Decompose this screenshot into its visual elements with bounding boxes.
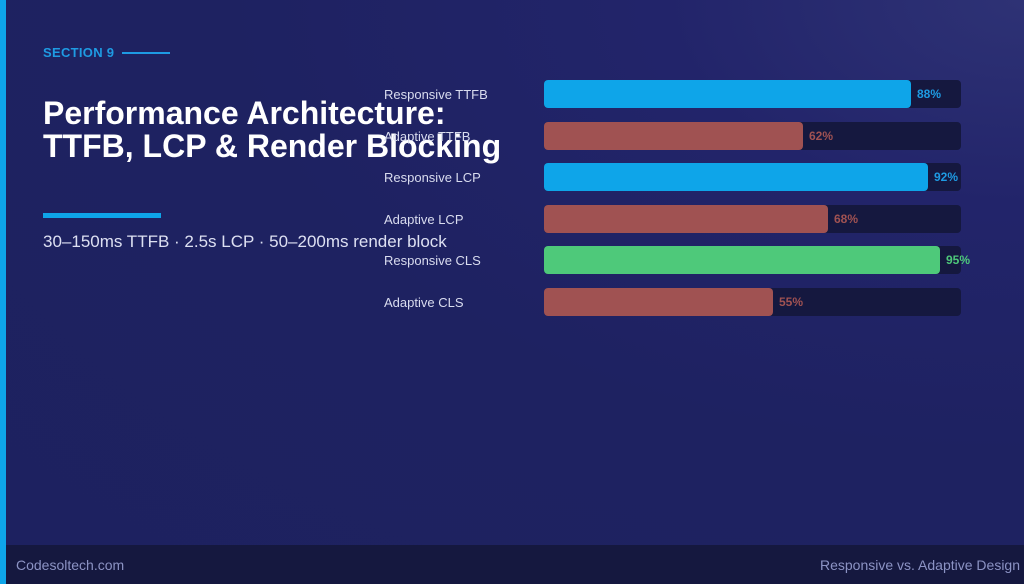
bar-track xyxy=(544,288,961,316)
page-title: Performance Architecture: TTFB, LCP & Re… xyxy=(43,95,502,164)
section-label-text: SECTION 9 xyxy=(43,45,115,60)
bar-fill xyxy=(544,163,928,192)
bar-fill xyxy=(544,204,828,233)
bar-track xyxy=(544,80,961,108)
bar-value-label: 68% xyxy=(834,211,859,226)
bar-value-label: 88% xyxy=(917,87,942,101)
bar-label: Adaptive TTFB xyxy=(384,128,471,144)
bar-track xyxy=(544,246,961,275)
bar-value-label: 95% xyxy=(946,253,971,268)
footer: Codesoltech.com Responsive vs. Adaptive … xyxy=(6,545,1024,584)
left-accent-bar xyxy=(0,0,6,584)
subtitle: 30–150ms TTFB · 2.5s LCP · 50–200ms rend… xyxy=(43,232,447,251)
bar-label: Responsive TTFB xyxy=(384,87,488,102)
bar-track xyxy=(544,163,961,192)
bar-fill xyxy=(544,121,803,150)
bar-row: Adaptive TTFB 62% xyxy=(0,121,1024,150)
bar-row: Adaptive CLS 55% xyxy=(0,288,1024,316)
footer-deck-title: Responsive vs. Adaptive Design xyxy=(820,556,1020,573)
bar-row: Adaptive LCP 68% xyxy=(0,204,1024,233)
bar-row: Responsive TTFB 88% xyxy=(0,80,1024,108)
bar-fill xyxy=(544,246,940,275)
bar-value-label: 92% xyxy=(934,170,959,185)
bar-label: Responsive LCP xyxy=(384,170,481,186)
bar-label: Responsive CLS xyxy=(384,253,481,269)
footer-site-name: Codesoltech.com xyxy=(16,556,125,573)
bar-row: Responsive CLS 95% xyxy=(0,246,1024,275)
section-divider-line xyxy=(122,51,171,54)
bar-fill xyxy=(544,80,911,108)
bar-row: Responsive LCP 92% xyxy=(0,163,1024,192)
bar-track xyxy=(544,121,961,150)
bar-track xyxy=(544,204,961,233)
bar-value-label: 55% xyxy=(779,295,804,309)
section-label: SECTION 9 xyxy=(43,45,171,60)
bar-label: Adaptive LCP xyxy=(384,211,464,227)
bar-value-label: 62% xyxy=(809,128,834,143)
bar-fill xyxy=(544,288,773,316)
title-underline xyxy=(43,213,161,218)
bar-label: Adaptive CLS xyxy=(384,295,464,310)
